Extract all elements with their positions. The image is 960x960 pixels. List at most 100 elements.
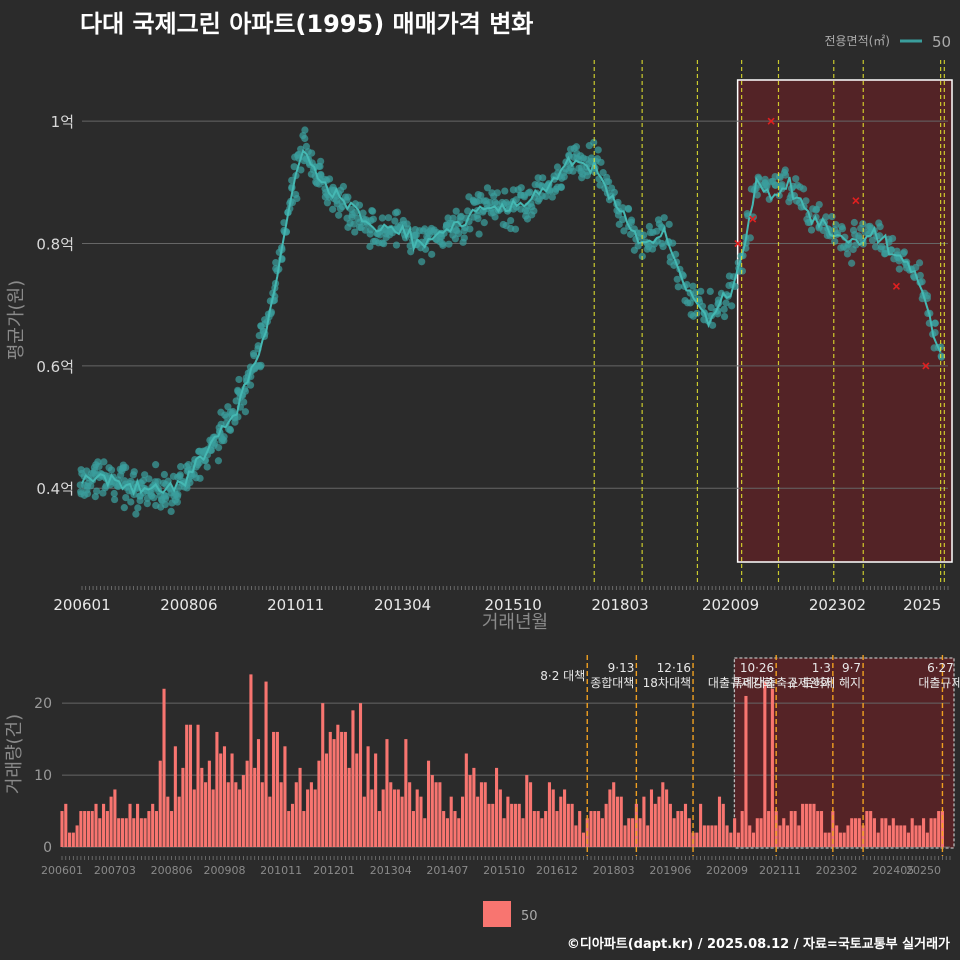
volume-bar [665,789,669,847]
volume-bar [408,782,412,847]
price-point [152,461,160,469]
price-point [659,242,667,251]
volume-bar [789,811,793,847]
price-point [176,471,184,479]
price-marker-x [767,117,775,125]
volume-bar [419,796,423,847]
price-point [722,299,730,307]
price-point [838,225,847,233]
price-point [871,243,880,251]
price-marker-x [922,362,930,370]
price-point [480,219,488,227]
volume-bar [600,818,604,847]
volume-bar [173,746,177,847]
price-point [560,173,568,181]
volume-x-tick-label: 202302 [816,864,858,877]
volume-bar [555,811,559,847]
volume-bar [687,818,691,847]
volume-bar [400,796,404,847]
price-point [915,259,924,267]
price-point [393,208,401,216]
volume-legend-swatch [483,901,511,927]
price-point [438,240,447,248]
volume-bar [767,811,771,847]
volume-bar [234,782,238,847]
volume-bar [544,811,548,847]
volume-bar [657,796,661,847]
price-point [626,230,635,238]
price-point [707,303,715,312]
volume-bar [495,767,499,847]
price-point [464,207,472,215]
policy-annotation: 8·2 대책 [540,668,585,683]
price-point [720,312,729,321]
price-point [122,463,130,472]
legend-title: 전용면적(㎡) [824,34,890,48]
policy-annotation: 종합대책 [590,675,634,690]
volume-x-tick-label: 202111 [759,864,801,877]
price-point [308,149,316,157]
volume-bar [921,818,926,847]
volume-bar [260,782,264,847]
price-point [501,187,509,195]
volume-bar [808,803,812,847]
price-point [293,194,301,203]
price-point [203,463,211,471]
volume-bar [453,811,457,847]
price-trend-line [81,149,942,497]
price-point [93,487,101,495]
volume-x-tick-label: 201201 [313,864,355,877]
volume-bar [521,818,525,847]
volume-bar [729,832,733,847]
volume-bar [86,811,91,847]
price-point [378,214,386,222]
volume-bar [389,782,393,847]
price-point [728,302,736,310]
price-point [486,198,494,206]
policy-annotation: 대출규제강화 [708,676,774,690]
price-point [539,174,547,182]
price-point [918,278,926,286]
volume-legend-label: 50 [521,909,538,924]
volume-bar [98,818,102,847]
price-point [507,216,515,225]
volume-bar [362,796,366,847]
volume-bar [702,825,706,847]
volume-bar [385,739,389,847]
volume-bar [117,818,121,847]
volume-bar [857,818,861,847]
volume-bar [351,710,355,847]
volume-bar [513,803,517,847]
price-point [272,258,280,267]
price-point [645,222,653,231]
volume-bar [392,789,397,847]
price-point [473,211,481,219]
volume-bar [272,731,276,847]
volume-bar [816,811,820,847]
volume-bar [570,803,574,847]
price-point [355,201,364,209]
volume-bar [166,796,170,847]
footer-credit: ©디아파트(dapt.kr) / 2025.08.12 / 자료=국토교통부 실… [566,937,950,952]
volume-bar [170,811,174,847]
volume-bar [302,811,306,847]
volume-bar [268,796,272,847]
price-point [241,408,250,416]
volume-bar [324,753,329,847]
price-point [778,180,786,189]
volume-bar [517,803,521,847]
volume-bar [736,832,740,847]
price-point [120,504,128,512]
price-point [339,182,348,191]
price-point [900,248,908,256]
volume-bar [835,825,839,847]
price-point [160,470,168,479]
volume-bar [593,811,597,847]
price-point [145,475,153,483]
price-point [231,418,239,426]
price-point [214,457,223,465]
price-point [822,213,830,221]
volume-bar [706,825,710,847]
volume-bar [506,796,510,847]
